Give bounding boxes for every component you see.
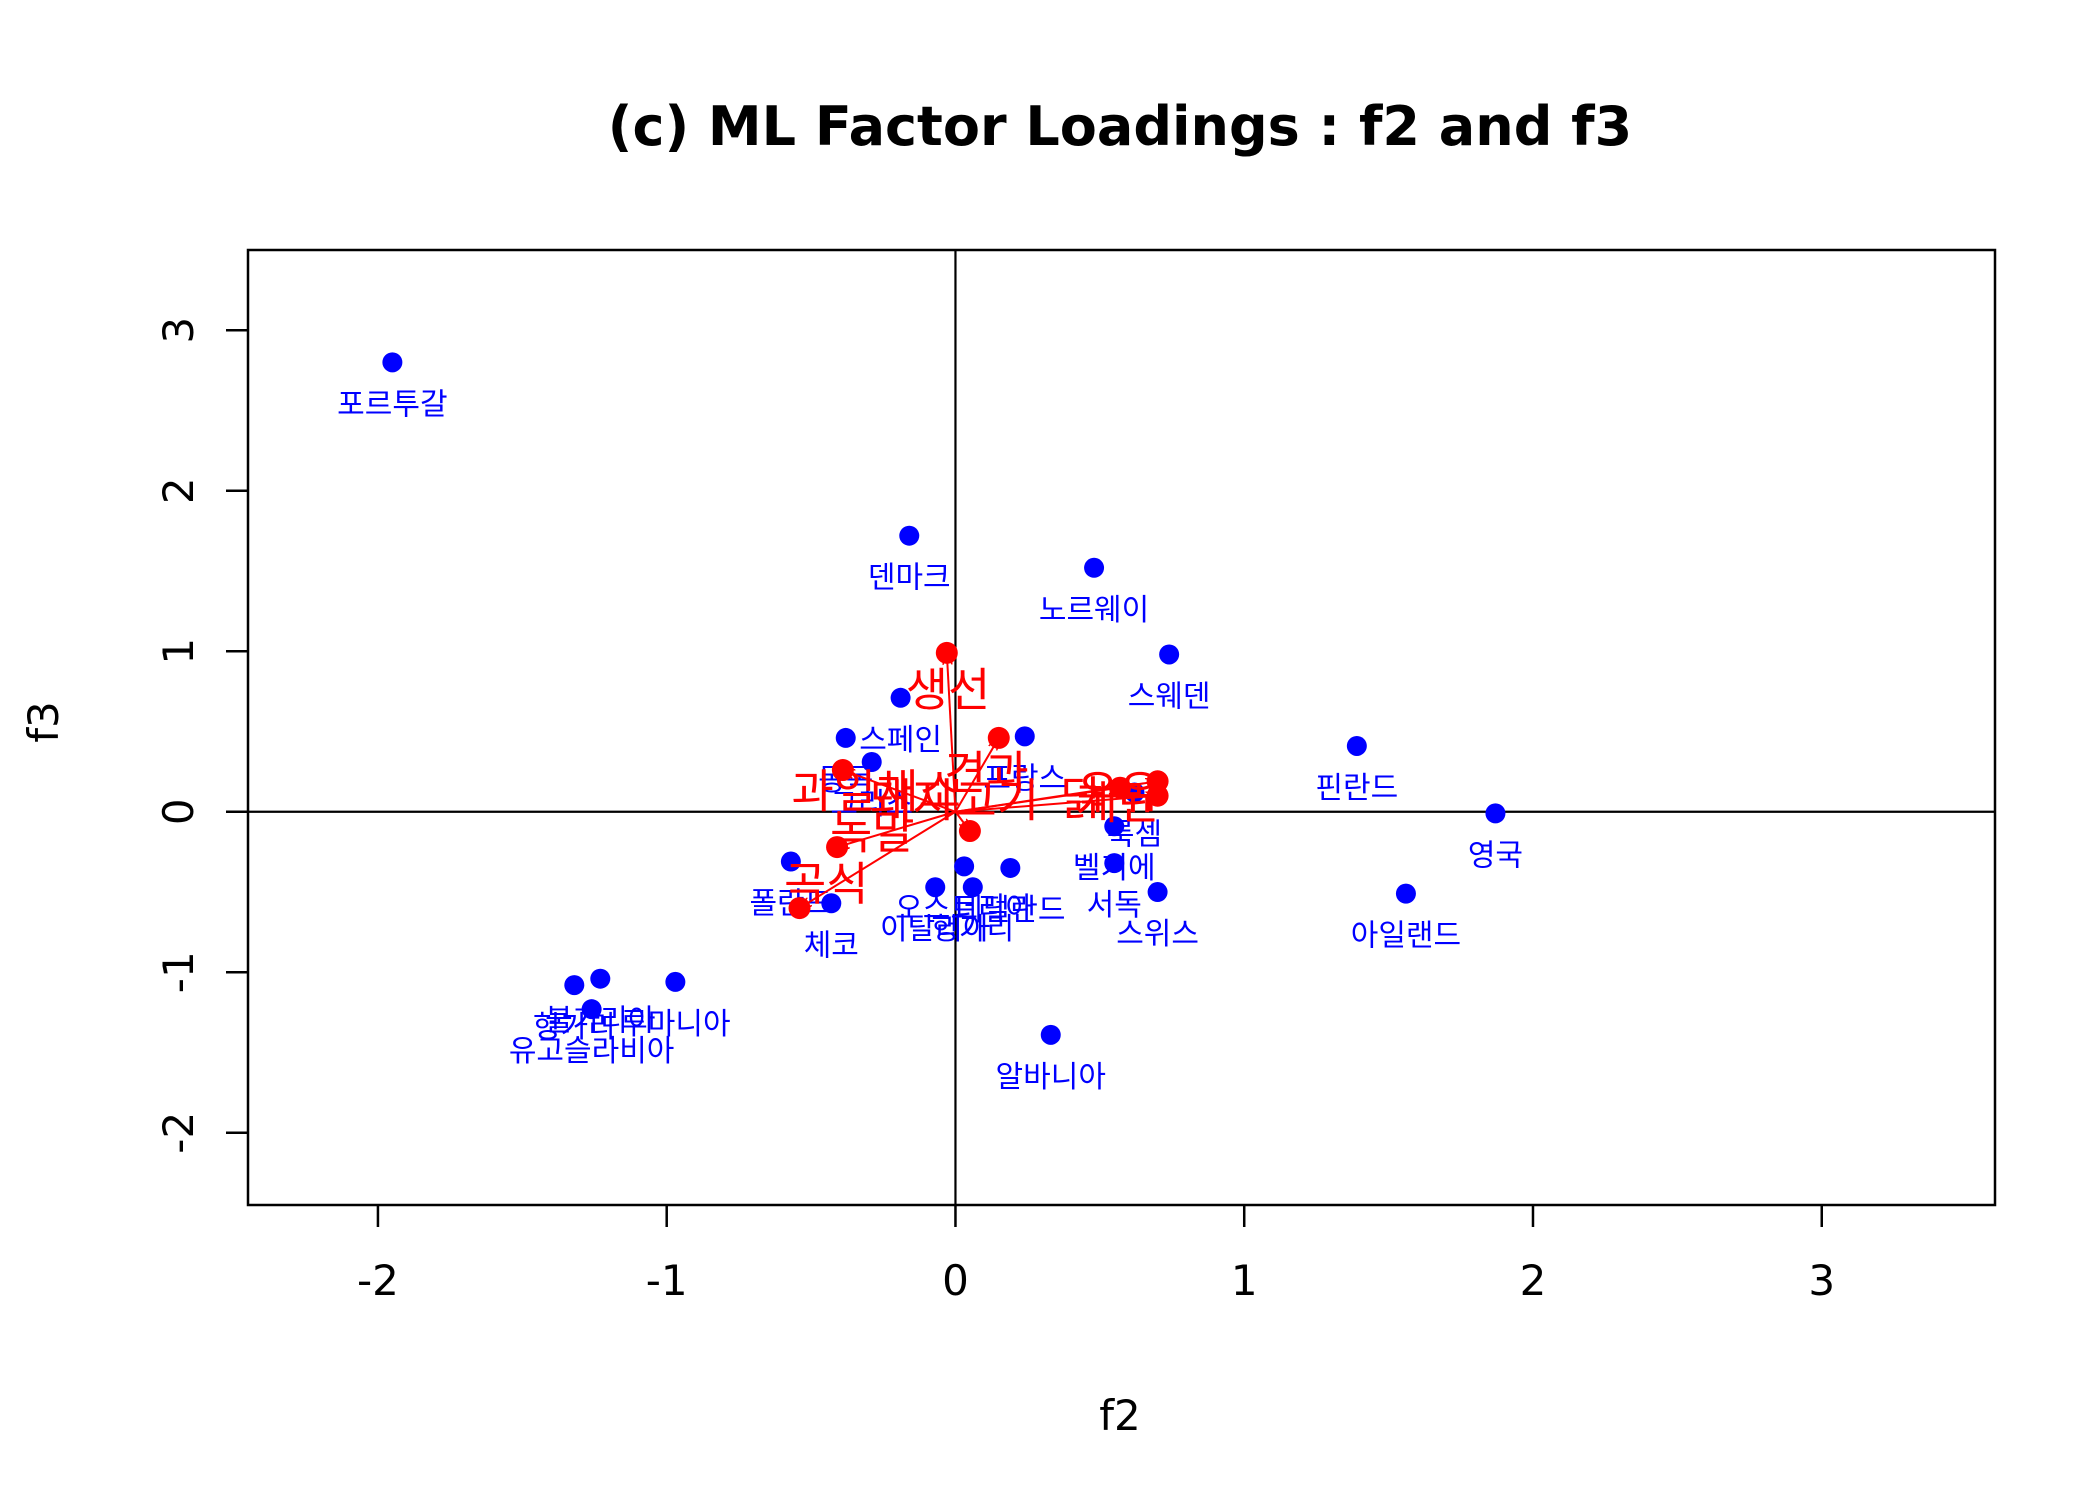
score-point [962,877,983,898]
x-tick-label: 0 [942,1256,969,1305]
x-tick-label: 2 [1520,1256,1547,1305]
score-label: 핀란드 [1315,771,1398,806]
loading-point [935,641,958,664]
score-label: 헝가리 [931,912,1014,947]
score-label: 이탈리아 [880,912,990,947]
loading-point [958,820,981,843]
score-label: 그리스 [830,787,913,822]
x-tick-label: -1 [646,1256,688,1305]
score-label: 영국 [1468,838,1523,873]
score-point [1147,882,1168,903]
y-tick-label: 1 [154,638,203,665]
score-point [581,999,602,1020]
loading-arrow [800,810,956,908]
score-point [590,968,611,989]
score-point [899,525,920,546]
score-label: 프랑스 [983,761,1066,796]
score-point [1084,557,1105,578]
y-tick-label: -1 [154,951,203,993]
score-label: 네덜란드 [955,893,1065,928]
score-label: 헝가리 [533,1010,616,1045]
loading-point [826,836,849,859]
loading-label: 닭 [1060,772,1102,826]
y-tick-label: -2 [154,1112,203,1154]
loading-arrow [954,738,998,813]
score-point [382,352,403,373]
score-label: 스위스 [1116,917,1199,952]
loading-arrow [955,781,1157,813]
loading-point [987,726,1010,749]
score-label: 유고슬라비아 [509,1034,675,1069]
chart-title: (c) ML Factor Loadings : f2 and f3 [608,95,1632,158]
score-point [1485,803,1506,824]
loading-label: 계란 [1076,776,1161,830]
score-label: 루마니아 [620,1007,730,1042]
loading-label: 녹말 [830,806,915,860]
loading-point [788,897,811,920]
score-point [1395,883,1416,904]
score-label: 스페인 [859,723,942,758]
loading-label: 곡식 [784,857,869,911]
y-tick-label: 0 [154,798,203,825]
loading-label: 견과 [944,746,1029,800]
score-label: 아일랜드 [1351,919,1461,954]
score-point [1014,726,1035,747]
loading-label: 생선 [906,663,991,717]
score-point [890,687,911,708]
score-point [925,877,946,898]
loading-point [1146,784,1169,807]
loading-arrow [843,770,956,813]
score-point [665,971,686,992]
y-axis-label: f3 [19,701,68,743]
score-point [1104,853,1125,874]
score-label: 포르투갈 [337,387,447,422]
score-point [564,975,585,996]
score-label: 스웨덴 [1128,679,1211,714]
x-tick-label: 1 [1231,1256,1258,1305]
loading-arrow [947,653,957,812]
plot-frame [246,248,1997,1207]
score-label: 오스트리아 [895,891,1033,926]
score-point [1346,735,1367,756]
plot-area: -2-10123-2-10123포르투갈덴마크노르웨이스웨덴스페인동독그리스프랑… [154,248,1997,1305]
score-label: 체코 [804,928,859,963]
loading-arrow [955,796,1157,813]
score-label: 노르웨이 [1039,593,1149,628]
y-tick-label: 2 [154,477,203,504]
y-tick-label: 3 [154,317,203,344]
loading-arrow [837,810,956,847]
x-tick-label: 3 [1808,1256,1835,1305]
score-point [861,752,882,773]
score-point [780,851,801,872]
score-point [821,893,842,914]
score-label: 알바니아 [996,1060,1106,1095]
score-point [1000,857,1021,878]
score-label: 서독 [1087,888,1142,923]
score-label: 룩셈 [1107,818,1162,853]
x-tick-label: -2 [357,1256,399,1305]
loading-point [831,759,854,782]
score-label: 덴마크 [868,561,951,596]
score-point [1159,644,1180,665]
score-point [954,856,975,877]
score-point [1104,816,1125,837]
score-point [835,727,856,748]
score-point [1040,1024,1061,1045]
loading-label: 돼지고기 [870,774,1039,828]
loading-label: 과일채소 [791,764,960,818]
x-axis-label: f2 [1099,1391,1141,1440]
